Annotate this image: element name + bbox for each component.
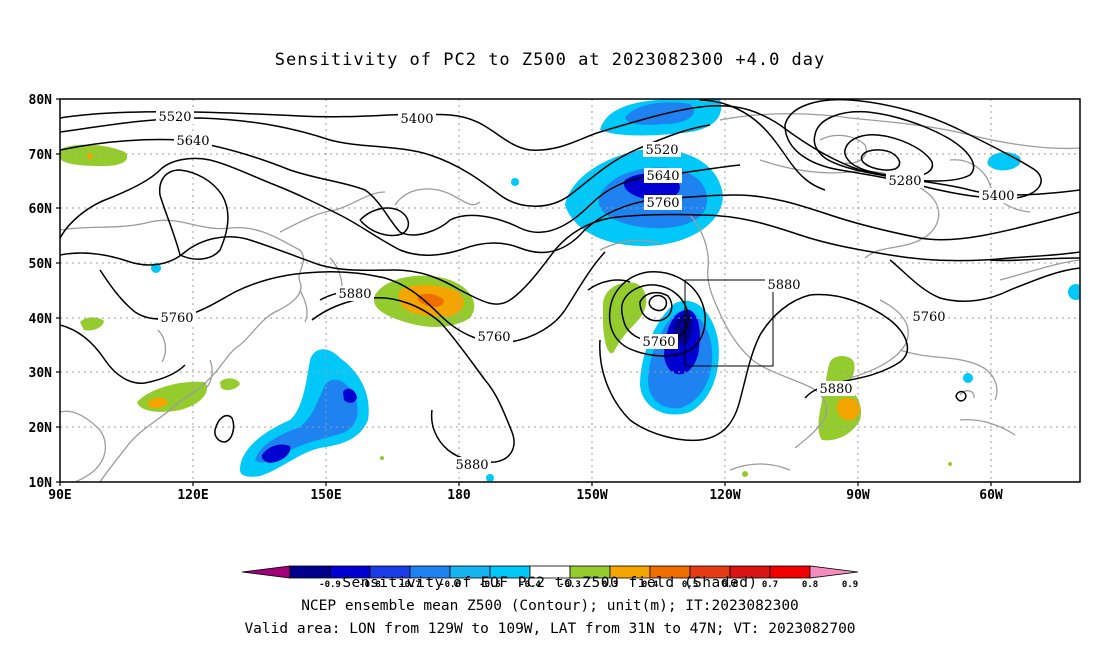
colorbar-tick-label: -0.3 [559, 580, 581, 590]
colorbar-tick-label: -0.7 [399, 580, 421, 590]
contour-label: 5520 [158, 110, 191, 125]
lon-tick-label: 150W [576, 488, 607, 503]
lon-tick-label: 150E [310, 488, 341, 503]
contour-label: 5760 [646, 196, 679, 211]
contour-label: 5760 [160, 311, 193, 326]
colorbar-tick-label: 0.8 [802, 580, 818, 590]
colorbar-tick-label: 0.7 [762, 580, 778, 590]
colorbar-tick-label: 0.6 [722, 580, 738, 590]
contour-label: 5880 [338, 287, 371, 302]
lat-tick-label: 50N [29, 257, 53, 272]
lat-tick-label: 40N [29, 312, 53, 327]
lat-tick-label: 30N [29, 366, 53, 381]
contour-label: 5520 [645, 143, 678, 158]
footer-valid-area: Valid area: LON from 129W to 109W, LAT f… [244, 621, 856, 637]
lon-tick-label: 120E [177, 488, 208, 503]
contour-label: 5640 [176, 134, 209, 149]
colorbar-high-triangle [809, 565, 859, 579]
contour-label: 5880 [819, 382, 852, 397]
lat-tick-label: 80N [29, 93, 53, 108]
contour-label: 5400 [400, 112, 433, 127]
lon-tick-label: 60W [979, 488, 1003, 503]
contour-label: 5880 [767, 278, 800, 293]
footer-contour-description: NCEP ensemble mean Z500 (Contour); unit(… [301, 598, 799, 614]
coastlines [60, 113, 1080, 482]
contour-label: 5760 [912, 310, 945, 325]
colorbar-tick-label: -0.4 [519, 580, 541, 590]
contour-label: 5640 [646, 169, 679, 184]
valid-area-box [684, 279, 774, 367]
lat-tick-label: 70N [29, 148, 53, 163]
contour-label: 5280 [888, 174, 921, 189]
colorbar-tick-label: 0.3 [602, 580, 618, 590]
footer-shading-description: Sensitivity of EOF PC2 to Z500 field (Sh… [342, 575, 758, 591]
colorbar-tick-label: 0.4 [642, 580, 659, 590]
plot-frame [59, 98, 1081, 483]
contour-label: 5880 [455, 458, 488, 473]
contour-label: 5760 [642, 335, 675, 350]
sensitivity-shading [60, 99, 1080, 482]
colorbar-tick-label: 0.9 [842, 580, 858, 590]
lat-tick-label: 10N [29, 476, 53, 491]
colorbar-tick-label: 0.5 [682, 580, 698, 590]
colorbar-tick-label: -0.9 [319, 580, 341, 590]
colorbar-tick-label: -0.6 [439, 580, 461, 590]
lon-tick-label: 90E [48, 488, 71, 503]
lon-tick-label: 180 [447, 488, 471, 503]
contour-label: 5760 [477, 330, 510, 345]
graticule [60, 99, 1080, 482]
colorbar-tick-label: -0.8 [359, 580, 381, 590]
contour-label: 5400 [981, 189, 1014, 204]
lat-tick-label: 20N [29, 421, 53, 436]
lon-tick-label: 90W [846, 488, 870, 503]
lat-tick-label: 60N [29, 202, 53, 217]
colorbar-tick-label: -0.5 [479, 580, 501, 590]
lon-tick-label: 120W [709, 488, 740, 503]
contour-labels: 5520 5400 5640 5520 5640 5760 5280 5400 5880 5760… [156, 109, 1017, 473]
map-title: Sensitivity of PC2 to Z500 at 2023082300… [274, 50, 826, 70]
